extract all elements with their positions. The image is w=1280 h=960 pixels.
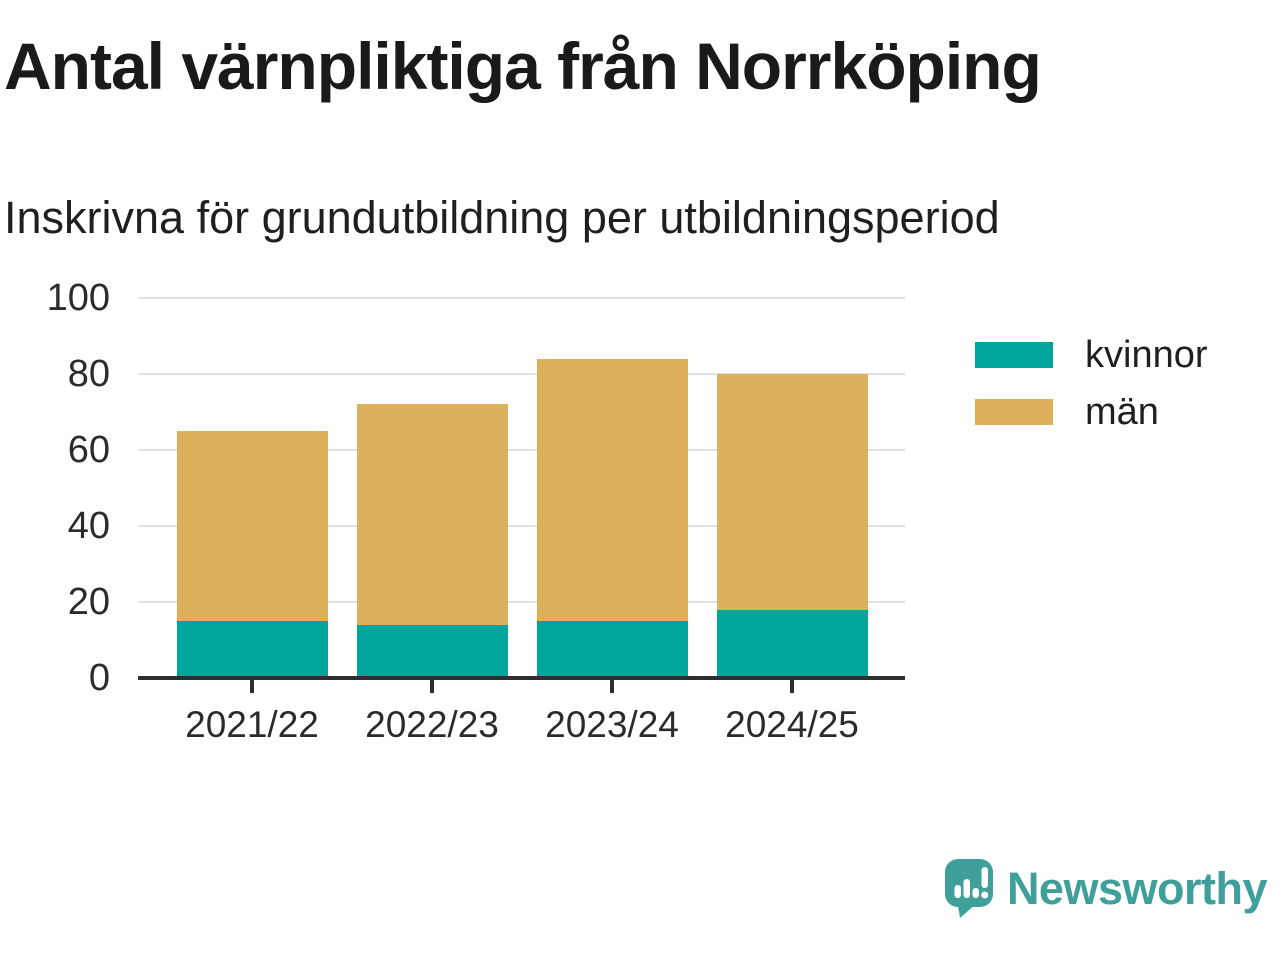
y-tick-label: 20 bbox=[67, 581, 110, 623]
x-tick bbox=[610, 680, 614, 693]
x-category-label: 2024/25 bbox=[725, 704, 859, 745]
y-tick-label: 40 bbox=[67, 505, 110, 547]
x-category-label: 2021/22 bbox=[185, 704, 319, 745]
gridline-y-20 bbox=[138, 601, 905, 603]
newsworthy-logo-icon bbox=[944, 859, 993, 918]
y-tick-label: 0 bbox=[88, 657, 110, 699]
legend-label: män bbox=[1085, 391, 1159, 433]
x-category-label: 2023/24 bbox=[545, 704, 679, 745]
legend-item-kvinnor: kvinnor bbox=[975, 336, 1208, 374]
bar-2021/22-kvinnor bbox=[176, 621, 328, 678]
legend-swatch-män bbox=[975, 399, 1053, 425]
newsworthy-logo-text: Newsworthy bbox=[1006, 863, 1268, 914]
x-axis-line bbox=[138, 676, 905, 680]
legend-swatch-kvinnor bbox=[975, 342, 1053, 368]
gridline-y-60 bbox=[138, 449, 905, 451]
x-tick bbox=[790, 680, 794, 693]
bar-2023/24-kvinnor bbox=[536, 621, 688, 678]
bar-2022/23-män bbox=[356, 404, 508, 625]
plot-area bbox=[138, 297, 905, 680]
newsworthy-logo: Newsworthy bbox=[944, 858, 1268, 920]
x-category-label: 2022/23 bbox=[365, 704, 499, 745]
chart-subtitle: Inskrivna för grundutbildning per utbild… bbox=[4, 192, 1000, 243]
legend-label: kvinnor bbox=[1085, 334, 1208, 376]
bar-2022/23-kvinnor bbox=[356, 624, 508, 678]
gridline-y-80 bbox=[138, 373, 905, 375]
chart-title: Antal värnpliktiga från Norrköping bbox=[4, 29, 1042, 103]
y-tick-label: 100 bbox=[46, 277, 110, 319]
bar-2024/25-kvinnor bbox=[716, 609, 868, 678]
y-tick-label: 60 bbox=[67, 429, 110, 471]
gridline-y-40 bbox=[138, 525, 905, 527]
x-tick bbox=[430, 680, 434, 693]
bar-2021/22-män bbox=[176, 431, 328, 621]
y-tick-label: 80 bbox=[67, 353, 110, 395]
gridline-y-100 bbox=[138, 297, 905, 299]
legend: kvinnor män bbox=[975, 336, 1208, 450]
bar-2024/25-män bbox=[716, 374, 868, 610]
x-tick bbox=[250, 680, 254, 693]
bar-2023/24-män bbox=[536, 358, 688, 621]
legend-item-män: män bbox=[975, 393, 1208, 431]
